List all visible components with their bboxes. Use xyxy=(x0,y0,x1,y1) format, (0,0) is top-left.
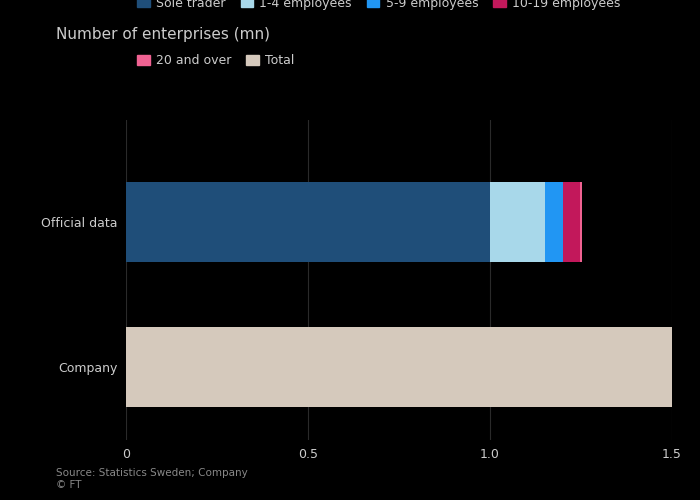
Legend: 20 and over, Total: 20 and over, Total xyxy=(132,50,300,72)
Bar xyxy=(490,182,545,262)
Bar xyxy=(545,182,563,262)
Text: Source: Statistics Sweden; Company
© FT: Source: Statistics Sweden; Company © FT xyxy=(56,468,248,490)
Bar xyxy=(563,182,580,262)
Bar xyxy=(126,182,490,262)
Bar xyxy=(580,182,582,262)
Text: Number of enterprises (mn): Number of enterprises (mn) xyxy=(56,28,270,42)
Bar xyxy=(126,328,672,407)
